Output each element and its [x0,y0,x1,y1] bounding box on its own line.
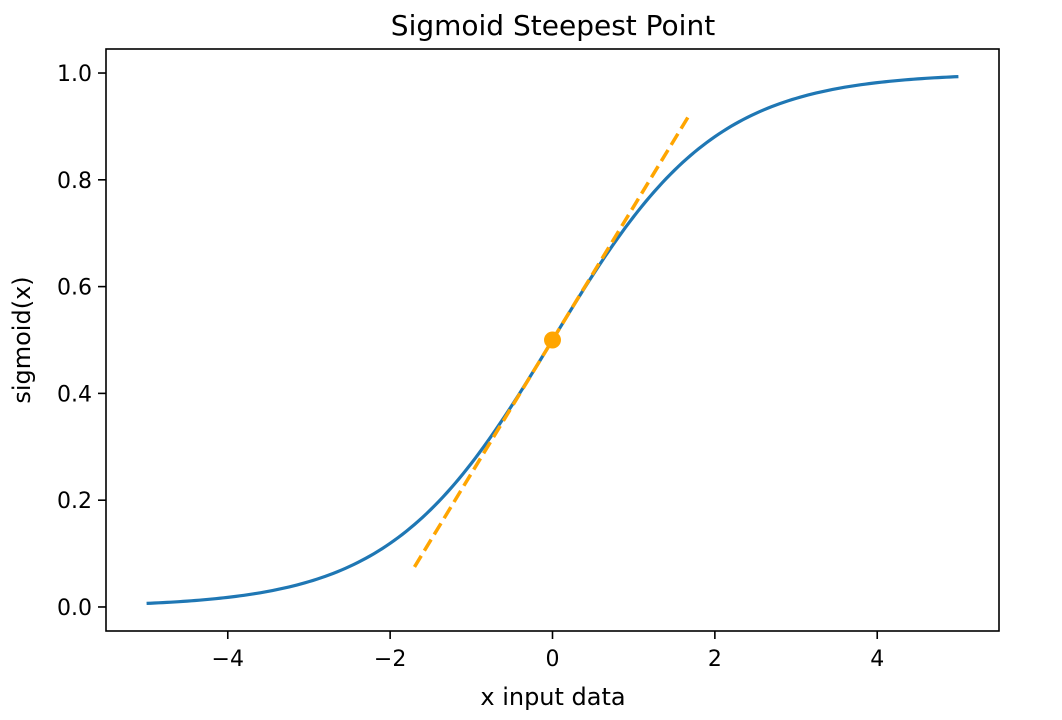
y-tick-label: 0.8 [57,169,92,194]
tangent-line [412,112,693,568]
y-tick-label: 0.0 [57,596,92,621]
steepest-point-marker [544,331,561,349]
x-axis-label: x input data [480,683,625,711]
x-tick-label: −2 [374,647,406,672]
y-axis-label: sigmoid(x) [8,276,36,403]
x-tick-label: −4 [212,647,244,672]
y-tick-label: 0.2 [57,489,92,514]
y-tick-label: 0.6 [57,276,92,301]
y-tick-label: 0.4 [57,382,92,407]
x-tick-label: 0 [546,647,560,672]
y-axis-ticks: 0.0 0.2 0.4 0.6 0.8 1.0 [57,62,106,621]
x-tick-label: 4 [870,647,884,672]
plot-area [146,75,959,605]
chart-title: Sigmoid Steepest Point [391,9,715,42]
x-axis-ticks: −4 −2 0 2 4 [212,631,884,672]
y-tick-label: 1.0 [57,62,92,87]
x-tick-label: 2 [708,647,722,672]
